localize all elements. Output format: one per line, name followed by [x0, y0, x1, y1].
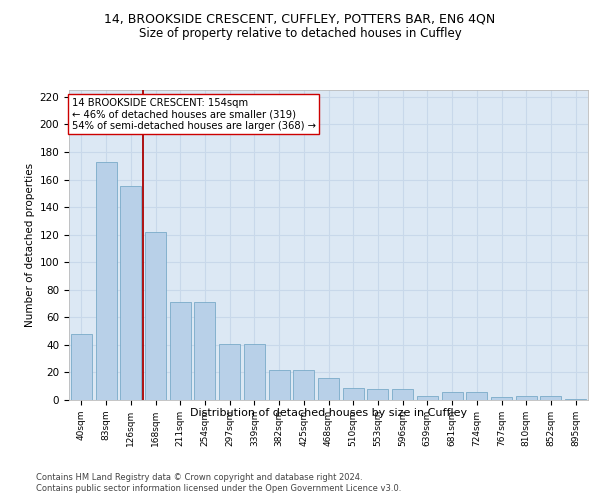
Bar — [170, 302, 191, 400]
Bar — [244, 344, 265, 400]
Text: 14, BROOKSIDE CRESCENT, CUFFLEY, POTTERS BAR, EN6 4QN: 14, BROOKSIDE CRESCENT, CUFFLEY, POTTERS… — [104, 12, 496, 26]
Bar — [269, 370, 290, 400]
Text: 14 BROOKSIDE CRESCENT: 154sqm
← 46% of detached houses are smaller (319)
54% of : 14 BROOKSIDE CRESCENT: 154sqm ← 46% of d… — [71, 98, 316, 131]
Bar — [219, 344, 240, 400]
Bar — [194, 302, 215, 400]
Bar — [565, 398, 586, 400]
Bar — [343, 388, 364, 400]
Bar — [367, 389, 388, 400]
Bar — [417, 396, 438, 400]
Text: Size of property relative to detached houses in Cuffley: Size of property relative to detached ho… — [139, 28, 461, 40]
Y-axis label: Number of detached properties: Number of detached properties — [25, 163, 35, 327]
Bar — [442, 392, 463, 400]
Bar — [491, 397, 512, 400]
Text: Contains HM Land Registry data © Crown copyright and database right 2024.: Contains HM Land Registry data © Crown c… — [36, 472, 362, 482]
Bar — [516, 396, 537, 400]
Bar — [120, 186, 141, 400]
Bar — [145, 232, 166, 400]
Bar — [392, 389, 413, 400]
Bar — [293, 370, 314, 400]
Bar — [318, 378, 339, 400]
Bar — [466, 392, 487, 400]
Bar — [95, 162, 116, 400]
Text: Distribution of detached houses by size in Cuffley: Distribution of detached houses by size … — [190, 408, 467, 418]
Bar — [71, 334, 92, 400]
Text: Contains public sector information licensed under the Open Government Licence v3: Contains public sector information licen… — [36, 484, 401, 493]
Bar — [541, 396, 562, 400]
